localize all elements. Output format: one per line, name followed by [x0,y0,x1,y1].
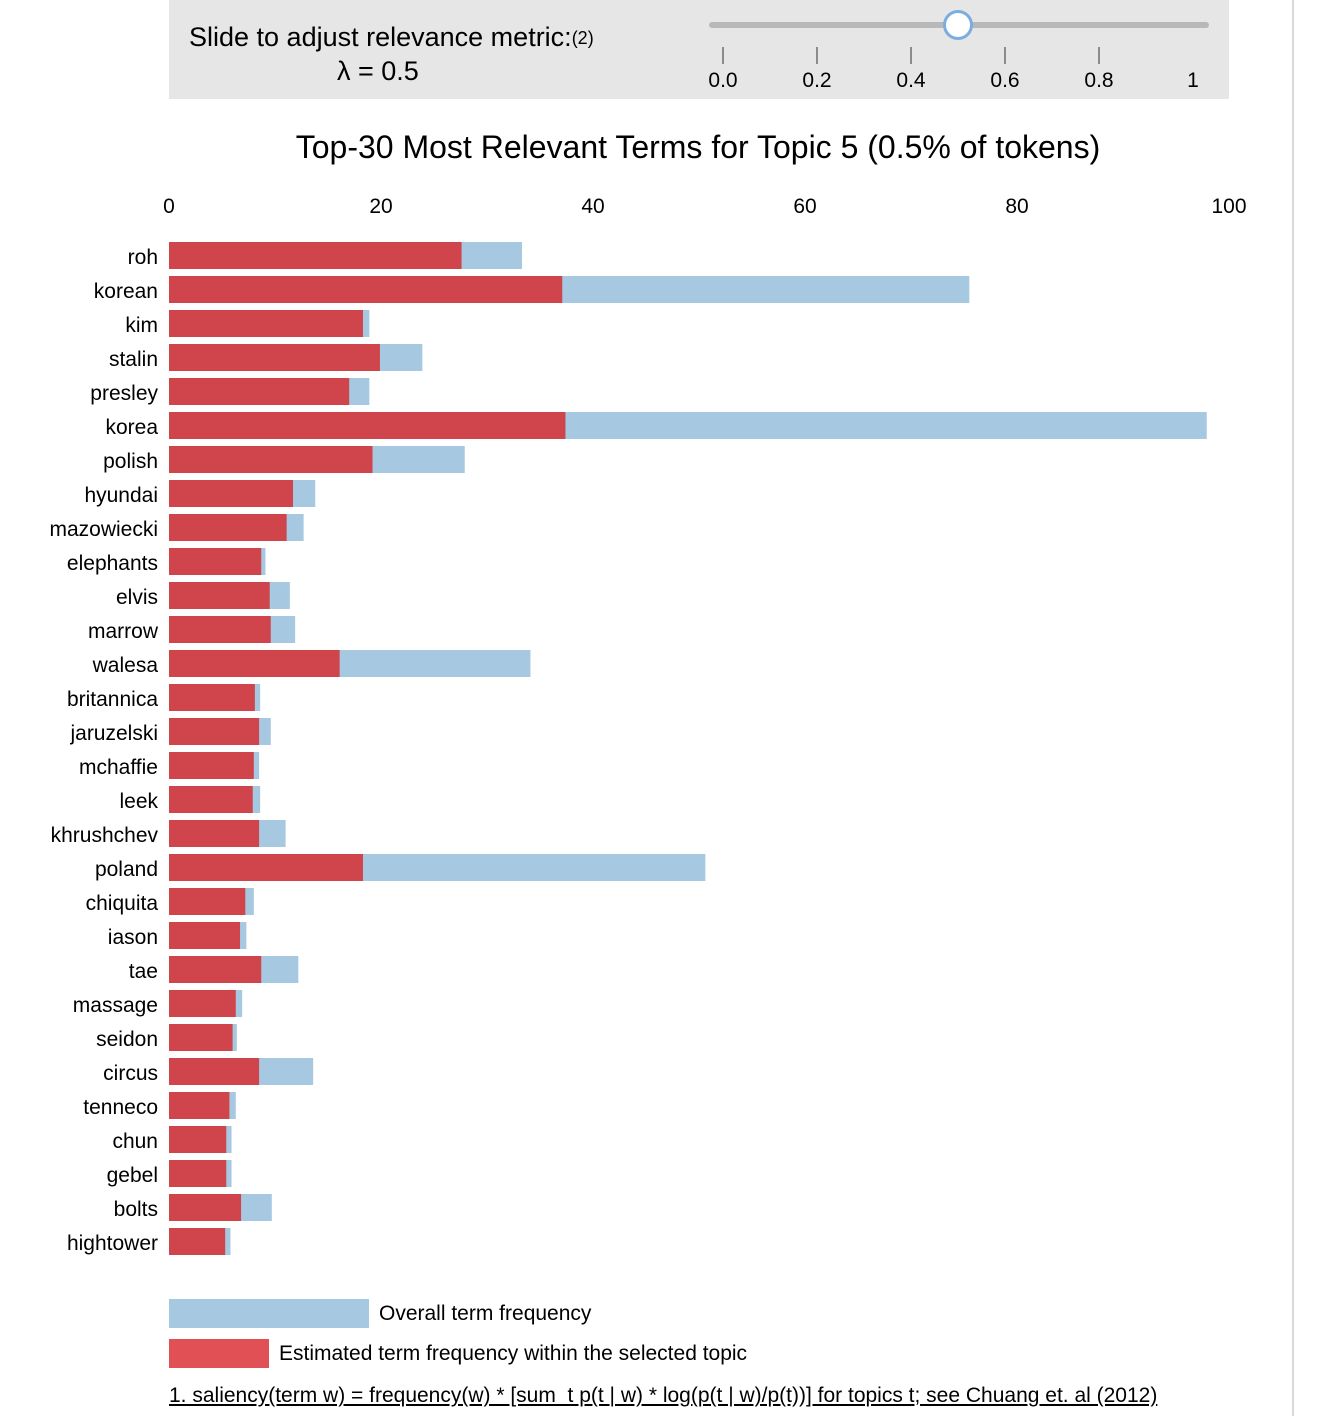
legend-topic-label: Estimated term frequency within the sele… [279,1342,747,1365]
topic-frequency-bar[interactable] [169,854,363,881]
y-axis-term-labels: roh korean kim stalin presley korea polish hyun… [49,246,158,1255]
term-label[interactable]: gebel [107,1164,158,1187]
term-label[interactable]: korean [94,280,158,303]
term-label[interactable]: chiquita [86,892,159,915]
term-label[interactable]: massage [73,994,158,1017]
topic-frequency-bar[interactable] [169,276,563,303]
topic-frequency-bar[interactable] [169,922,241,949]
topic-frequency-bar[interactable] [169,956,262,983]
topic-frequency-bar[interactable] [169,1126,227,1153]
x-tick-label: 40 [581,195,604,218]
slider-tick-label: 1 [1187,69,1199,92]
term-label[interactable]: elvis [116,586,158,609]
topic-frequency-bar[interactable] [169,446,373,473]
term-label[interactable]: iason [108,926,158,949]
x-tick-label: 0 [163,195,175,218]
topic-frequency-bar[interactable] [169,582,270,609]
term-label[interactable]: tae [129,960,158,983]
topic-frequency-bar[interactable] [169,1092,230,1119]
term-label[interactable]: hightower [67,1232,158,1255]
x-tick-label: 60 [793,195,816,218]
term-label[interactable]: leek [119,790,158,813]
topic-frequency-bar[interactable] [169,1228,226,1255]
topic-frequency-bar[interactable] [169,786,253,813]
legend-overall-swatch [169,1299,369,1328]
term-label[interactable]: korea [105,416,158,439]
term-label[interactable]: seidon [96,1028,158,1051]
term-label[interactable]: walesa [92,654,159,677]
topic-frequency-bar[interactable] [169,616,271,643]
slider-tick-label: 0.8 [1084,69,1113,92]
term-label[interactable]: khrushchev [51,824,159,847]
slider-tick-label: 0.0 [708,69,737,92]
topic-frequency-bar[interactable] [169,650,340,677]
lambda-slider-ticks: 0.0 0.2 0.4 0.6 0.8 1 [708,47,1199,92]
legend-topic-swatch [169,1339,269,1368]
legend-overall-label: Overall term frequency [379,1302,592,1325]
term-label[interactable]: marrow [88,620,159,643]
topic-frequency-bar[interactable] [169,412,566,439]
topic-frequency-bar[interactable] [169,310,363,337]
topic-frequency-bar[interactable] [169,990,236,1017]
topic-frequency-bar[interactable] [169,718,260,745]
slider-tick-label: 0.6 [990,69,1019,92]
term-label[interactable]: poland [95,858,158,881]
relevance-slider-panel: Slide to adjust relevance metric:(2) λ =… [169,0,1229,99]
x-axis: 0 20 40 60 80 100 [163,195,1246,218]
topic-frequency-bar[interactable] [169,548,262,575]
topic-frequency-bar[interactable] [169,480,294,507]
slider-tick-label: 0.2 [802,69,831,92]
term-label[interactable]: mchaffie [79,756,158,779]
term-label[interactable]: kim [125,314,158,337]
term-label[interactable]: jaruzelski [69,722,158,745]
lambda-value-label: λ = 0.5 [337,56,419,86]
topic-frequency-bar[interactable] [169,242,462,269]
footnote-marker[interactable]: (2) [571,28,594,48]
topic-frequency-bar[interactable] [169,820,260,847]
slider-title: Slide to adjust relevance metric:(2) [189,22,594,53]
topic-frequency-bar[interactable] [169,1024,233,1051]
topic-frequency-bar[interactable] [169,1058,260,1085]
term-label[interactable]: elephants [67,552,158,575]
topic-frequency-bar[interactable] [169,752,254,779]
relevant-terms-bar-chart: Top-30 Most Relevant Terms for Topic 5 (… [49,129,1247,1368]
legend: Overall term frequency Estimated term fr… [169,1299,747,1368]
term-label[interactable]: circus [103,1062,158,1085]
topic-frequency-bar[interactable] [169,378,350,405]
term-label[interactable]: roh [128,246,158,269]
slider-title-text: Slide to adjust relevance metric: [189,22,572,52]
topic-frequency-bar[interactable] [169,888,246,915]
term-label[interactable]: chun [112,1130,158,1153]
term-label[interactable]: hyundai [84,484,158,507]
lambda-slider-thumb[interactable] [943,10,973,40]
term-label[interactable]: presley [90,382,158,405]
panel-divider [1292,0,1294,1416]
term-label[interactable]: britannica [67,688,158,711]
term-label[interactable]: tenneco [83,1096,158,1119]
topic-frequency-bar[interactable] [169,344,380,371]
topic-frequency-bar[interactable] [169,684,255,711]
topic-frequency-bar[interactable] [169,514,287,541]
saliency-footnote-link[interactable]: 1. saliency(term w) = frequency(w) * [su… [169,1384,1158,1407]
x-tick-label: 80 [1005,195,1028,218]
term-label[interactable]: polish [103,450,158,473]
term-label[interactable]: mazowiecki [49,518,158,541]
term-label[interactable]: bolts [114,1198,158,1221]
x-tick-label: 20 [369,195,392,218]
topic-frequency-bar[interactable] [169,1194,242,1221]
chart-title: Top-30 Most Relevant Terms for Topic 5 (… [296,129,1101,165]
slider-tick-label: 0.4 [896,69,926,92]
x-tick-label: 100 [1211,195,1246,218]
term-label[interactable]: stalin [109,348,158,371]
topic-frequency-bar[interactable] [169,1160,227,1187]
topic-frequency-bars [169,242,566,1255]
